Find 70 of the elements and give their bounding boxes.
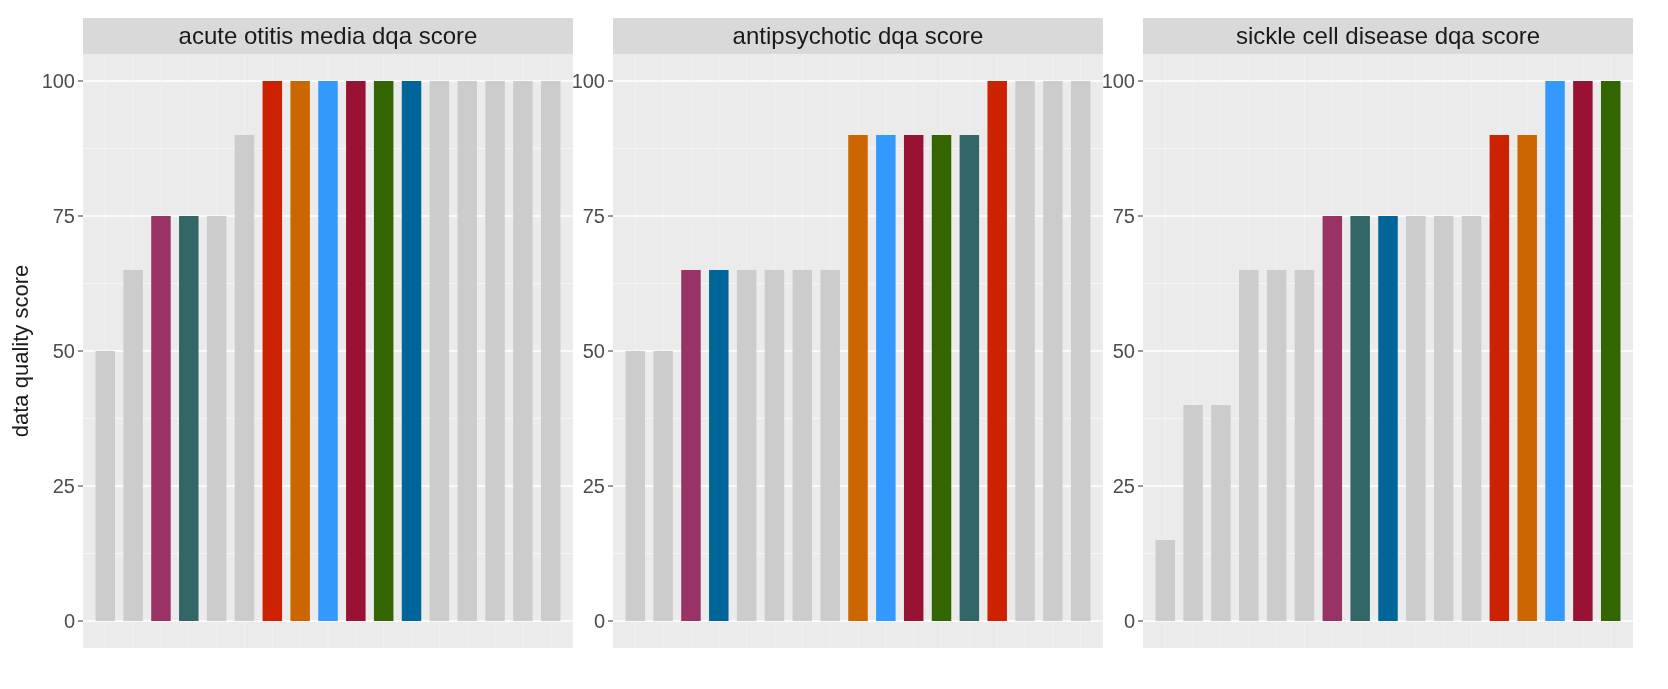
y-tick-label: 100	[1101, 70, 1135, 92]
bar	[1517, 135, 1537, 621]
y-tick-label: 75	[1112, 205, 1135, 227]
bar	[1239, 270, 1259, 621]
bar	[318, 81, 338, 621]
y-tick-label: 75	[52, 205, 75, 227]
bar	[764, 270, 785, 621]
bar	[262, 81, 283, 621]
chart-title: sickle cell disease dqa score	[1235, 22, 1541, 49]
chart-title: antipsychotic dqa score	[732, 22, 984, 49]
y-tick-label: 100	[41, 70, 75, 92]
bar	[876, 135, 896, 621]
y-tick-label: 25	[582, 475, 605, 497]
y-tick-label: 50	[1112, 340, 1135, 362]
bar	[373, 81, 394, 621]
bar	[820, 270, 840, 621]
bar	[1433, 216, 1454, 621]
bar	[346, 81, 366, 621]
bar	[1489, 135, 1510, 621]
chart-title: acute otitis media dqa score	[178, 22, 478, 49]
bar	[1155, 540, 1176, 621]
bar	[206, 216, 227, 621]
bar	[736, 270, 757, 621]
bar	[1183, 405, 1203, 621]
bar	[1406, 216, 1426, 621]
bar	[513, 81, 533, 621]
bar	[1350, 216, 1370, 621]
y-tick-label: 50	[52, 340, 75, 362]
y-tick-label: 100	[571, 70, 605, 92]
bar	[1211, 405, 1231, 621]
bar	[931, 135, 952, 621]
bar	[792, 270, 813, 621]
y-tick-label: 25	[1112, 475, 1135, 497]
bar	[123, 270, 143, 621]
bar	[290, 81, 310, 621]
bar	[625, 351, 646, 621]
bar	[429, 81, 450, 621]
bar	[1070, 81, 1091, 621]
bar	[540, 81, 561, 621]
bar	[1378, 216, 1398, 621]
bar	[95, 351, 116, 621]
y-tick-label: 75	[582, 205, 605, 227]
bar	[681, 270, 701, 621]
bar	[959, 135, 980, 621]
bar	[903, 135, 924, 621]
bar	[1600, 81, 1621, 621]
y-tick-label: 25	[52, 475, 75, 497]
bar	[401, 81, 422, 621]
y-tick-label: 0	[1123, 610, 1135, 632]
bar	[987, 81, 1007, 621]
bar	[179, 216, 199, 621]
bar	[1461, 216, 1482, 621]
bar	[457, 81, 477, 621]
y-tick-label: 50	[582, 340, 605, 362]
bar	[1322, 216, 1343, 621]
bar	[1266, 270, 1287, 621]
bar	[1294, 270, 1315, 621]
bar	[1545, 81, 1565, 621]
bar	[151, 216, 171, 621]
bar	[485, 81, 505, 621]
bar	[653, 351, 673, 621]
bar	[1573, 81, 1593, 621]
y-tick-label: 0	[593, 610, 605, 632]
bar	[709, 270, 729, 621]
bar	[848, 135, 868, 621]
bar	[1043, 81, 1063, 621]
y-axis-title: data quality score	[8, 264, 33, 438]
bar	[1015, 81, 1035, 621]
bar	[234, 135, 255, 621]
y-tick-label: 0	[63, 610, 75, 632]
